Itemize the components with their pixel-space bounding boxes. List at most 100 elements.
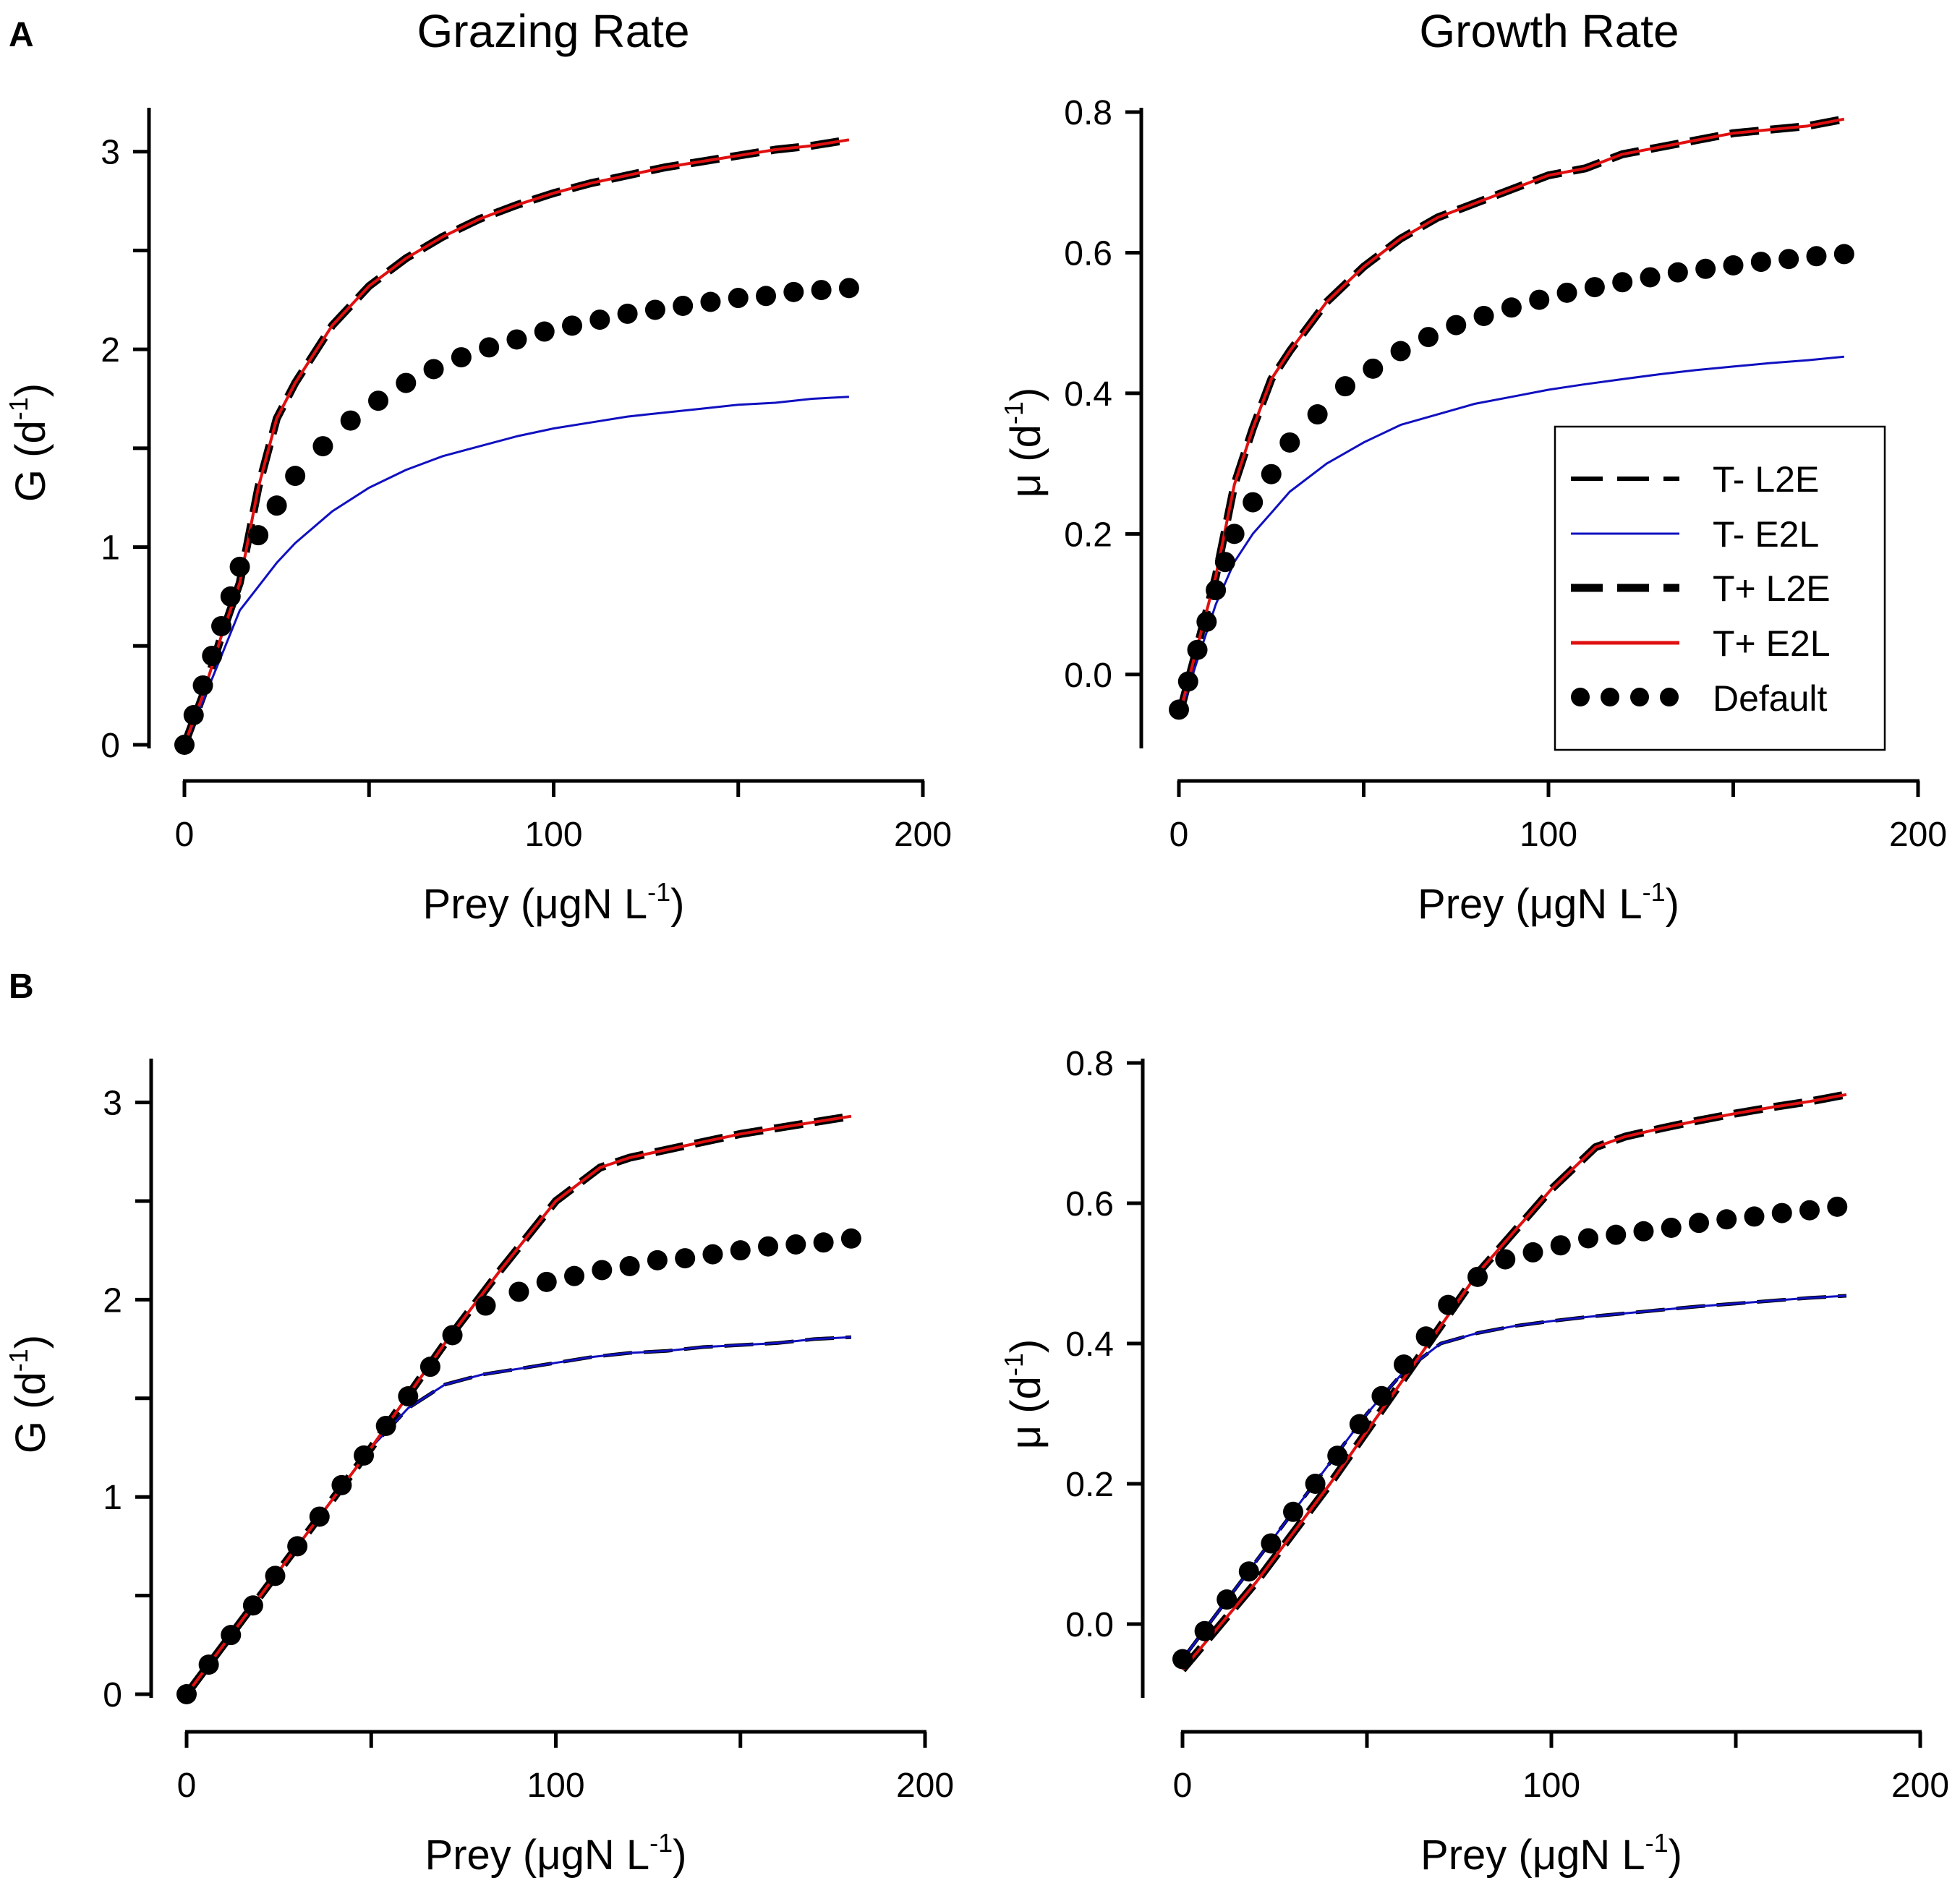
- panel-label-a: A: [9, 16, 34, 54]
- x-tick-label: 0: [177, 1767, 197, 1805]
- default-point: [1612, 272, 1633, 293]
- default-point: [1238, 1561, 1259, 1582]
- default-point: [285, 466, 306, 487]
- series-tminus-l2e: [182, 137, 850, 746]
- legend-label-t-minus-l2e: T- L2E: [1713, 459, 1819, 500]
- default-point: [211, 615, 232, 636]
- y-tick-label: 1: [103, 1479, 122, 1517]
- default-point: [354, 1445, 375, 1466]
- default-point: [785, 1234, 806, 1255]
- default-point: [1214, 552, 1235, 573]
- default-point: [1307, 404, 1328, 425]
- default-point: [1695, 258, 1716, 279]
- legend-label-t-plus-e2l: T+ E2L: [1713, 623, 1831, 664]
- default-point: [1305, 1474, 1326, 1494]
- default-point: [1418, 327, 1439, 348]
- x-tick-label: 200: [1891, 1767, 1949, 1805]
- default-point: [1217, 1589, 1237, 1610]
- series-tminus-e2l: [183, 396, 849, 746]
- default-point: [1501, 297, 1522, 318]
- default-point: [811, 280, 832, 301]
- default-point: [1349, 1414, 1370, 1435]
- default-point: [1495, 1249, 1516, 1270]
- x-tick-label: 0: [175, 816, 195, 854]
- chart-a-growth: 0.0 0.2 0.4 0.6 0.8 0 100 200 Prey (μgN L-1) μ (d…: [999, 94, 1947, 928]
- series-default: [174, 278, 859, 755]
- default-point: [183, 704, 204, 725]
- default-point: [198, 1654, 219, 1675]
- default-point: [589, 309, 610, 330]
- default-point: [248, 525, 269, 546]
- default-point: [758, 1236, 779, 1257]
- default-point: [202, 645, 223, 666]
- default-point: [1799, 1200, 1820, 1221]
- y-axis-label: μ (d-1): [999, 388, 1049, 497]
- default-point: [1661, 1217, 1682, 1238]
- y-tick-label: 0.6: [1064, 234, 1112, 273]
- default-point: [592, 1260, 613, 1281]
- series-default: [1169, 244, 1854, 720]
- default-point: [1550, 1235, 1571, 1256]
- default-point: [644, 299, 665, 320]
- x-axis-label: Prey (μgN L-1): [1418, 877, 1679, 928]
- default-point: [756, 286, 777, 307]
- default-point: [1606, 1224, 1627, 1245]
- default-point: [536, 1271, 557, 1292]
- default-point: [619, 1255, 640, 1276]
- default-point: [617, 303, 638, 324]
- default-point: [1833, 244, 1854, 265]
- default-point: [340, 410, 361, 431]
- default-point: [730, 1240, 751, 1261]
- default-point: [1446, 315, 1467, 336]
- default-point: [1771, 1203, 1792, 1223]
- default-point: [1194, 1620, 1215, 1641]
- default-point: [508, 1281, 529, 1302]
- default-point: [312, 436, 333, 457]
- y-tick-label: 0.2: [1064, 516, 1112, 554]
- default-point: [368, 390, 389, 411]
- default-point: [309, 1506, 330, 1527]
- x-tick-label: 200: [1889, 816, 1947, 854]
- x-axis-label: Prey (μgN L-1): [1420, 1828, 1682, 1879]
- legend-label-t-minus-e2l: T- E2L: [1713, 514, 1819, 555]
- series-tminus-e2l: [185, 1336, 851, 1695]
- panel-label-b: B: [9, 968, 34, 1006]
- default-point: [375, 1415, 396, 1436]
- y-tick-label: 2: [101, 331, 120, 370]
- default-point: [1584, 277, 1605, 298]
- default-point: [647, 1250, 668, 1270]
- series-tplus-l2e: [183, 1112, 852, 1697]
- default-point: [1806, 246, 1827, 267]
- y-axis-label: μ (d-1): [999, 1339, 1049, 1449]
- default-point: [1169, 699, 1189, 720]
- x-axis-label: Prey (μgN L-1): [425, 1828, 687, 1879]
- default-point: [287, 1536, 308, 1557]
- default-point: [242, 1595, 263, 1616]
- default-point: [265, 1565, 286, 1586]
- default-point: [783, 281, 804, 302]
- x-tick-label: 0: [1173, 1767, 1193, 1805]
- y-tick-label: 3: [103, 1085, 122, 1123]
- series-tplus-e2l: [185, 1114, 852, 1696]
- default-point: [1667, 262, 1688, 283]
- default-point: [229, 556, 250, 577]
- default-point: [1243, 492, 1264, 513]
- default-point: [1283, 1501, 1303, 1522]
- y-tick-label: 0.2: [1065, 1466, 1114, 1504]
- default-point: [1279, 432, 1300, 453]
- default-point: [419, 1357, 440, 1377]
- default-point: [673, 295, 694, 316]
- default-point: [1363, 358, 1384, 379]
- y-tick-label: 0.8: [1065, 1045, 1114, 1083]
- default-point: [1633, 1221, 1654, 1242]
- default-point: [1327, 1445, 1348, 1466]
- x-tick-label: 100: [527, 1767, 584, 1805]
- default-point: [1261, 1533, 1282, 1554]
- default-point: [221, 1625, 242, 1646]
- default-point: [1390, 341, 1411, 362]
- default-point: [266, 495, 287, 516]
- default-point: [1473, 305, 1494, 326]
- y-tick-label: 0: [101, 727, 120, 765]
- x-tick-label: 200: [896, 1767, 954, 1805]
